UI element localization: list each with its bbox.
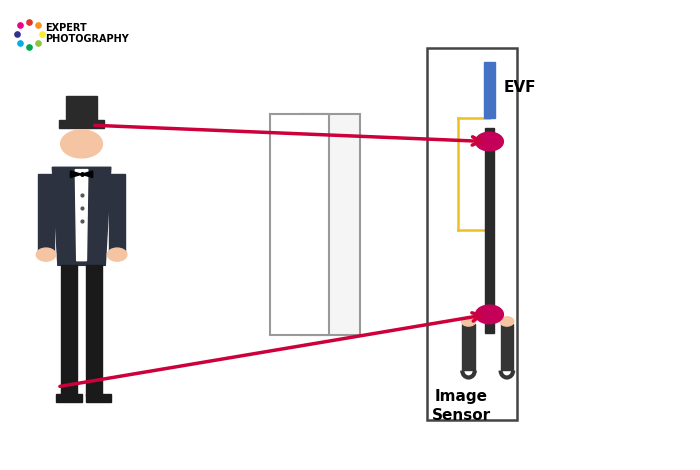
Bar bbox=[109, 174, 125, 254]
Bar bbox=[61, 266, 78, 396]
Circle shape bbox=[61, 130, 102, 158]
Circle shape bbox=[36, 248, 56, 261]
Circle shape bbox=[475, 132, 503, 151]
Circle shape bbox=[475, 305, 503, 324]
Text: EVF: EVF bbox=[503, 80, 536, 95]
Polygon shape bbox=[82, 171, 92, 178]
Polygon shape bbox=[76, 170, 88, 261]
Bar bbox=[301, 114, 360, 336]
Circle shape bbox=[461, 317, 475, 326]
Circle shape bbox=[500, 317, 514, 326]
Bar bbox=[462, 324, 475, 370]
Bar bbox=[86, 394, 111, 402]
Text: EXPERT: EXPERT bbox=[46, 24, 87, 33]
Bar bbox=[38, 174, 54, 254]
Bar bbox=[270, 114, 329, 336]
Bar bbox=[484, 62, 495, 118]
Text: PHOTOGRAPHY: PHOTOGRAPHY bbox=[46, 34, 129, 44]
Bar bbox=[66, 96, 97, 120]
Bar bbox=[500, 324, 513, 370]
Circle shape bbox=[107, 248, 127, 261]
Bar bbox=[484, 127, 494, 333]
Bar bbox=[57, 394, 82, 402]
Bar bbox=[86, 266, 102, 396]
Polygon shape bbox=[71, 171, 82, 178]
Bar bbox=[60, 120, 104, 127]
Text: Image
Sensor: Image Sensor bbox=[432, 389, 491, 423]
Bar bbox=[427, 48, 517, 420]
Polygon shape bbox=[52, 167, 111, 266]
